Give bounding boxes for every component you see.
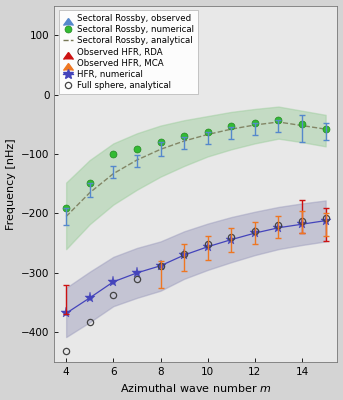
X-axis label: Azimuthal wave number $m$: Azimuthal wave number $m$ [120,382,272,394]
Legend: Sectoral Rossby, observed, Sectoral Rossby, numerical, Sectoral Rossby, analytic: Sectoral Rossby, observed, Sectoral Ross… [59,10,198,94]
Y-axis label: Frequency [nHz]: Frequency [nHz] [5,138,15,230]
